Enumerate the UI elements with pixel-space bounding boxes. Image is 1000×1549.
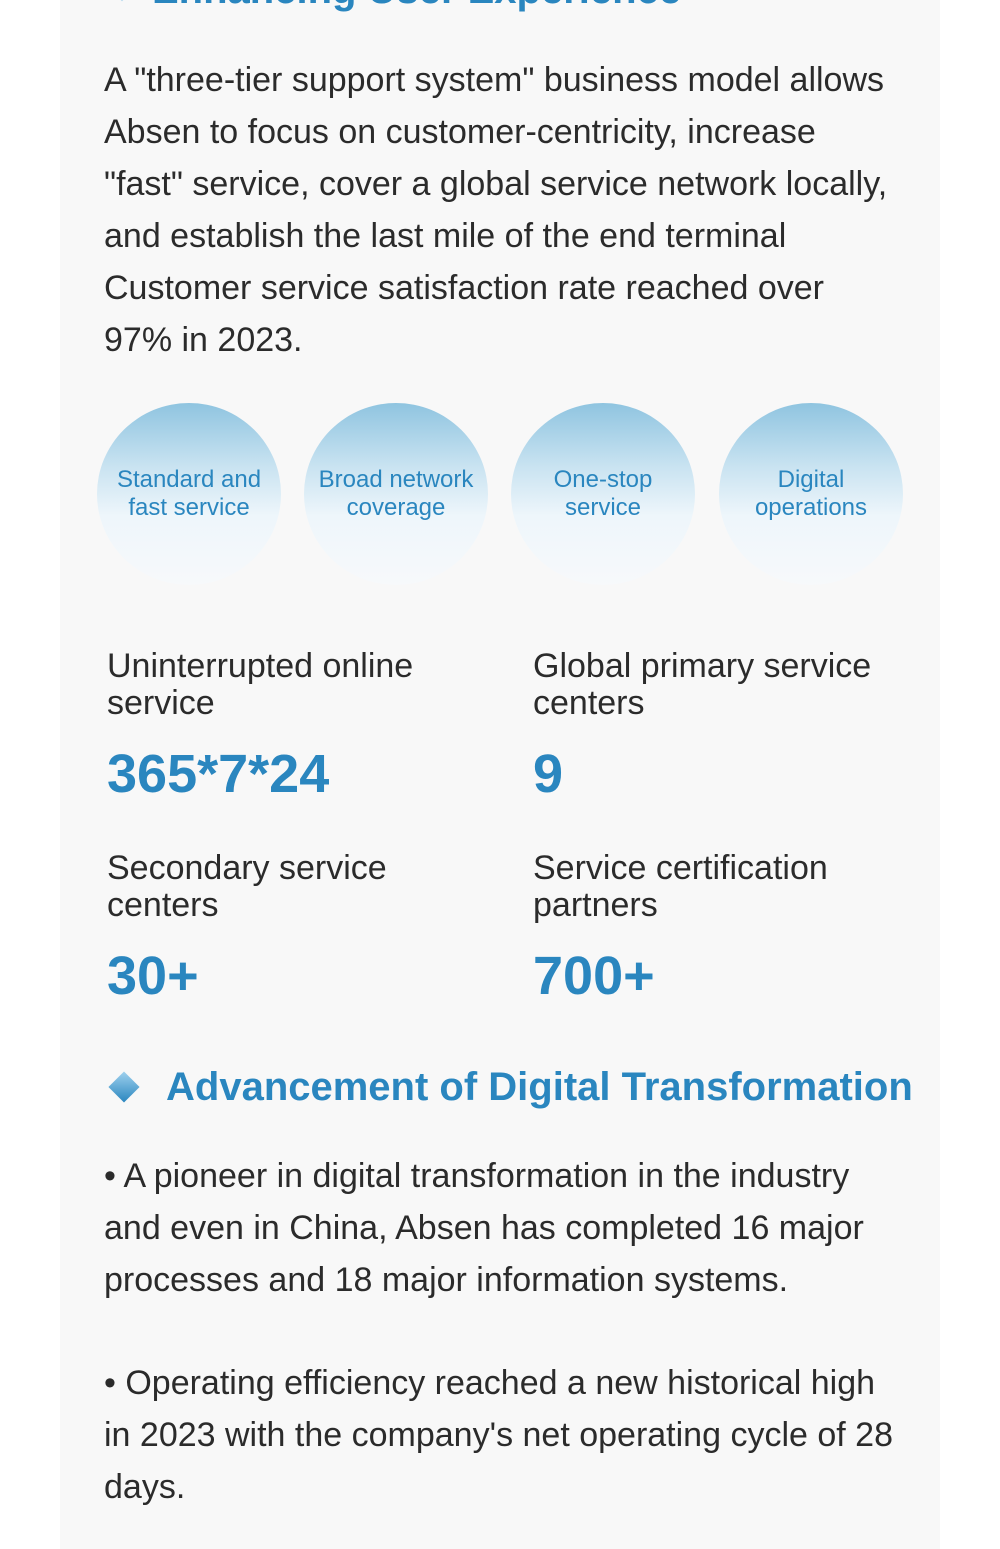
bullet-item: • Operating efficiency reached a new his… — [104, 1364, 893, 1506]
stat-value: 30+ — [107, 946, 199, 1006]
intro-paragraph: A "three-tier support system" business m… — [104, 61, 888, 359]
feature-label: Standard and fast service — [116, 466, 262, 521]
feature-label: One-stop service — [553, 466, 653, 521]
stat-certification-partners: Service certification partners 700+ — [533, 849, 893, 1007]
feature-label: Broad network coverage — [318, 466, 474, 521]
section-title: Advancement of Digital Transformation — [166, 1064, 913, 1109]
diamond-icon — [110, 0, 134, 2]
feature-circle-standard-fast: Standard and fast service — [97, 403, 281, 585]
section-heading-digital-transformation: Advancement of Digital Transformation — [108, 1060, 913, 1114]
section-title: Enhancing User Experience — [152, 0, 681, 13]
stat-value: 365*7*24 — [107, 744, 330, 804]
digital-transformation-bullets: • A pioneer in digital transformation in… — [104, 1150, 904, 1513]
stat-value: 9 — [533, 744, 564, 804]
stat-primary-service-centers: Global primary service centers 9 — [533, 647, 893, 805]
stat-uninterrupted-online-service: Uninterrupted online service 365*7*24 — [107, 647, 467, 805]
section-heading-user-experience: Enhancing User Experience — [100, 0, 681, 13]
stat-label: Secondary service centers — [107, 849, 387, 924]
stat-label: Global primary service centers — [533, 647, 872, 722]
stat-value: 700+ — [533, 946, 655, 1006]
feature-circle-one-stop: One-stop service — [511, 403, 695, 585]
stat-label: Service certification partners — [533, 849, 828, 924]
diamond-icon — [108, 1071, 140, 1103]
service-feature-circles: Standard and fast service Broad network … — [97, 403, 903, 585]
feature-circle-digital-operations: Digital operations — [719, 403, 903, 585]
stat-secondary-service-centers: Secondary service centers 30+ — [107, 849, 467, 1007]
feature-label: Digital operations — [754, 466, 868, 521]
bullet-item: • A pioneer in digital transformation in… — [104, 1157, 864, 1299]
feature-circle-broad-network: Broad network coverage — [304, 403, 488, 585]
stat-label: Uninterrupted online service — [107, 647, 414, 722]
content-panel — [60, 0, 940, 1549]
